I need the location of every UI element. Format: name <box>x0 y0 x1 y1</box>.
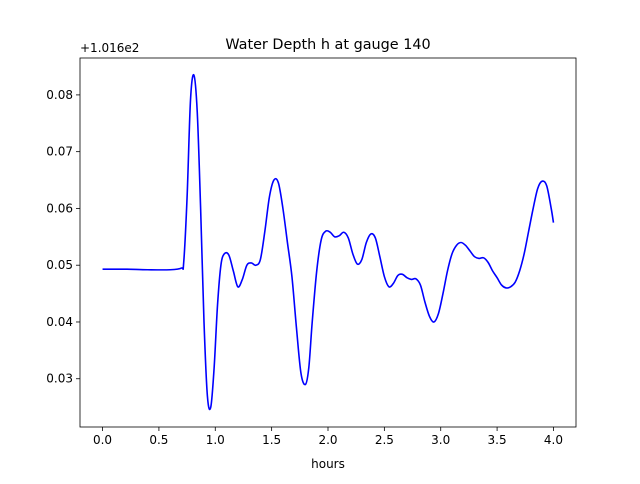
chart-title: Water Depth h at gauge 140 <box>225 37 430 53</box>
x-axis-label: hours <box>311 457 345 471</box>
y-tick-label: 0.06 <box>46 201 73 215</box>
x-tick-label: 0.5 <box>149 433 168 447</box>
axes-frame <box>79 57 577 428</box>
plot-area <box>102 73 555 411</box>
x-tick-label: 4.0 <box>544 433 563 447</box>
y-tick-label: 0.03 <box>46 372 73 386</box>
y-tick-label: 0.05 <box>46 258 73 272</box>
x-tick-label: 1.0 <box>206 433 225 447</box>
y-axis-offset-label: +1.016e2 <box>80 41 139 55</box>
y-tick-label: 0.04 <box>46 315 73 329</box>
series-line <box>102 73 555 411</box>
x-tick-label: 2.5 <box>375 433 394 447</box>
x-tick-label: 2.0 <box>318 433 337 447</box>
x-tick-label: 3.5 <box>488 433 507 447</box>
x-tick-label: 0.0 <box>93 433 112 447</box>
x-tick-label: 3.0 <box>431 433 450 447</box>
y-tick-label: 0.08 <box>46 88 73 102</box>
x-tick-label: 1.5 <box>262 433 281 447</box>
ticks-group: 0.0 0.5 1.0 1.5 2.0 2.5 3.0 3.5 4.0 0.03 0.04 0.05 0… <box>46 88 563 447</box>
y-tick-label: 0.07 <box>46 145 73 159</box>
